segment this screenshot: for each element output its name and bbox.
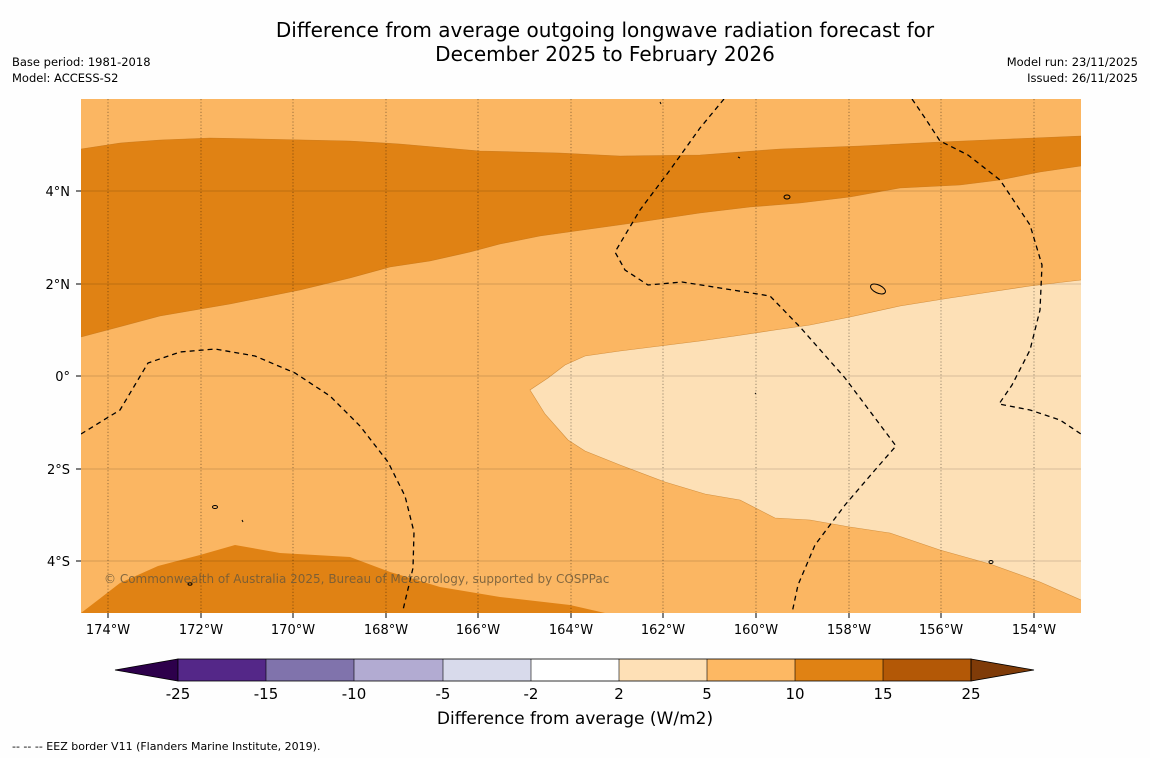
chart-title: Difference from average outgoing longwav…: [230, 18, 980, 66]
colorbar-tick: -25: [166, 685, 191, 703]
copyright-notice: © Commonwealth of Australia 2025, Bureau…: [104, 572, 610, 586]
colorbar-dividers: [265, 659, 884, 681]
band-10-15-north: [81, 136, 1081, 337]
lon-label: 170°W: [271, 623, 315, 638]
colorbar-segment: [531, 659, 619, 681]
title-line-2: December 2025 to February 2026: [435, 42, 775, 66]
lat-label: 4°N: [46, 185, 71, 200]
colorbar-segment: [443, 659, 531, 681]
eez-border-kiribati-west: [81, 348, 415, 611]
island-jarvis: [187, 582, 193, 586]
lon-label: 174°W: [86, 623, 130, 638]
lat-label: 0°: [55, 370, 70, 385]
lon-label: 172°W: [179, 623, 223, 638]
latitude-labels: 4°N 2°N 0° 2°S 4°S: [46, 185, 71, 570]
colorbar-segment: [707, 659, 795, 681]
islands: [187, 101, 994, 586]
colorbar-segment: [795, 659, 883, 681]
model-run-text: Model run: 23/11/2025: [1006, 55, 1138, 69]
colorbar-tick-labels: -25 -15 -10 -5 -2 2 5 10 15 25: [166, 685, 981, 703]
lon-label: 162°W: [641, 623, 685, 638]
lat-label: 2°N: [46, 278, 71, 293]
colorbar-segment: [883, 659, 971, 681]
latitude-gridlines: [81, 190, 1081, 562]
colorbar-outline: [177, 658, 972, 682]
colorbar-tick: 5: [702, 685, 712, 703]
lon-label: 164°W: [549, 623, 593, 638]
colorbar-segment: [178, 659, 266, 681]
lat-label: 2°S: [47, 463, 70, 478]
base-period-text: Base period: 1981-2018: [12, 55, 151, 69]
band-2-5: [530, 280, 1081, 600]
lon-label: 166°W: [456, 623, 500, 638]
colorbar-tick: 25: [961, 685, 980, 703]
eez-border-east: [911, 99, 1081, 435]
colorbar-extend-low: [114, 658, 179, 682]
lon-label: 160°W: [734, 623, 778, 638]
title-line-1: Difference from average outgoing longwav…: [275, 18, 935, 42]
axis-ticks: [76, 190, 1035, 618]
colorbar-tick: 15: [873, 685, 892, 703]
lat-label: 4°S: [47, 555, 70, 570]
island-kiritimati: [870, 283, 886, 295]
colorbar-tick: -10: [342, 685, 367, 703]
lon-label: 156°W: [919, 623, 963, 638]
colorbar-tick: 10: [785, 685, 804, 703]
island-tabuaeran: [783, 194, 791, 200]
lon-label: 154°W: [1012, 623, 1056, 638]
colorbar-segment: [354, 659, 443, 681]
colorbar-tick: -15: [254, 685, 279, 703]
colorbar: -25 -15 -10 -5 -2 2 5 10 15 25: [114, 658, 1035, 703]
map-area: [81, 99, 1081, 613]
colorbar-tick: -5: [436, 685, 451, 703]
island-malden: [988, 560, 994, 564]
lon-label: 158°W: [827, 623, 871, 638]
eez-border-line-islands: [614, 99, 897, 613]
colorbar-tick: -2: [524, 685, 539, 703]
eez-footnote: -- -- -- EEZ border V11 (Flanders Marine…: [12, 740, 321, 753]
colorbar-title: Difference from average (W/m2): [436, 709, 714, 729]
island-howland: [212, 505, 218, 509]
meta-right: Model run: 23/11/2025 Issued: 26/11/2025: [1007, 54, 1138, 86]
longitude-labels: 174°W 172°W 170°W 168°W 166°W 164°W 162°…: [86, 623, 1056, 638]
model-text: Model: ACCESS-S2: [12, 71, 119, 85]
eez-borders: [81, 99, 1081, 613]
band-10-15-south: [81, 545, 605, 613]
colorbar-tick: 2: [614, 685, 624, 703]
longitude-gridlines: [107, 99, 1035, 613]
colorbar-segment: [619, 659, 707, 681]
colorbar-segment: [266, 659, 354, 681]
contour-edges: [81, 135, 1081, 601]
issued-text: Issued: 26/11/2025: [1027, 71, 1138, 85]
lon-label: 168°W: [364, 623, 408, 638]
colorbar-extend-high: [970, 658, 1035, 682]
meta-left: Base period: 1981-2018 Model: ACCESS-S2: [12, 54, 151, 86]
